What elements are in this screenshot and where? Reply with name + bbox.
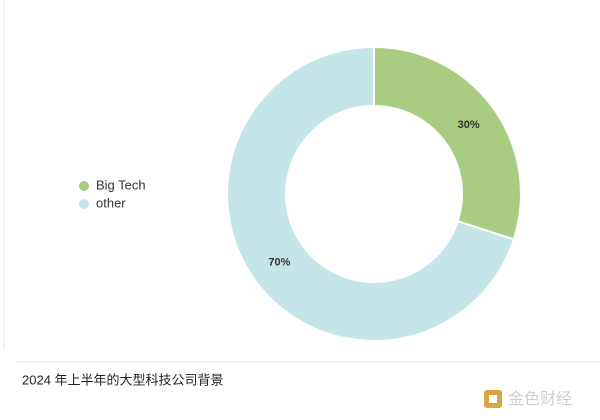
legend-label: other	[96, 195, 126, 210]
watermark-logo	[484, 390, 502, 408]
legend-label: Big Tech	[96, 177, 146, 192]
watermark: 金色财经	[508, 390, 572, 408]
legend-marker	[79, 181, 89, 191]
slice	[226, 45, 516, 342]
slice-label: 30%	[458, 119, 480, 131]
slice	[373, 45, 522, 241]
slice-label: 70%	[268, 257, 290, 269]
legend-marker	[79, 199, 89, 209]
caption: 2024 年上半年的大型科技公司背景	[22, 372, 224, 387]
